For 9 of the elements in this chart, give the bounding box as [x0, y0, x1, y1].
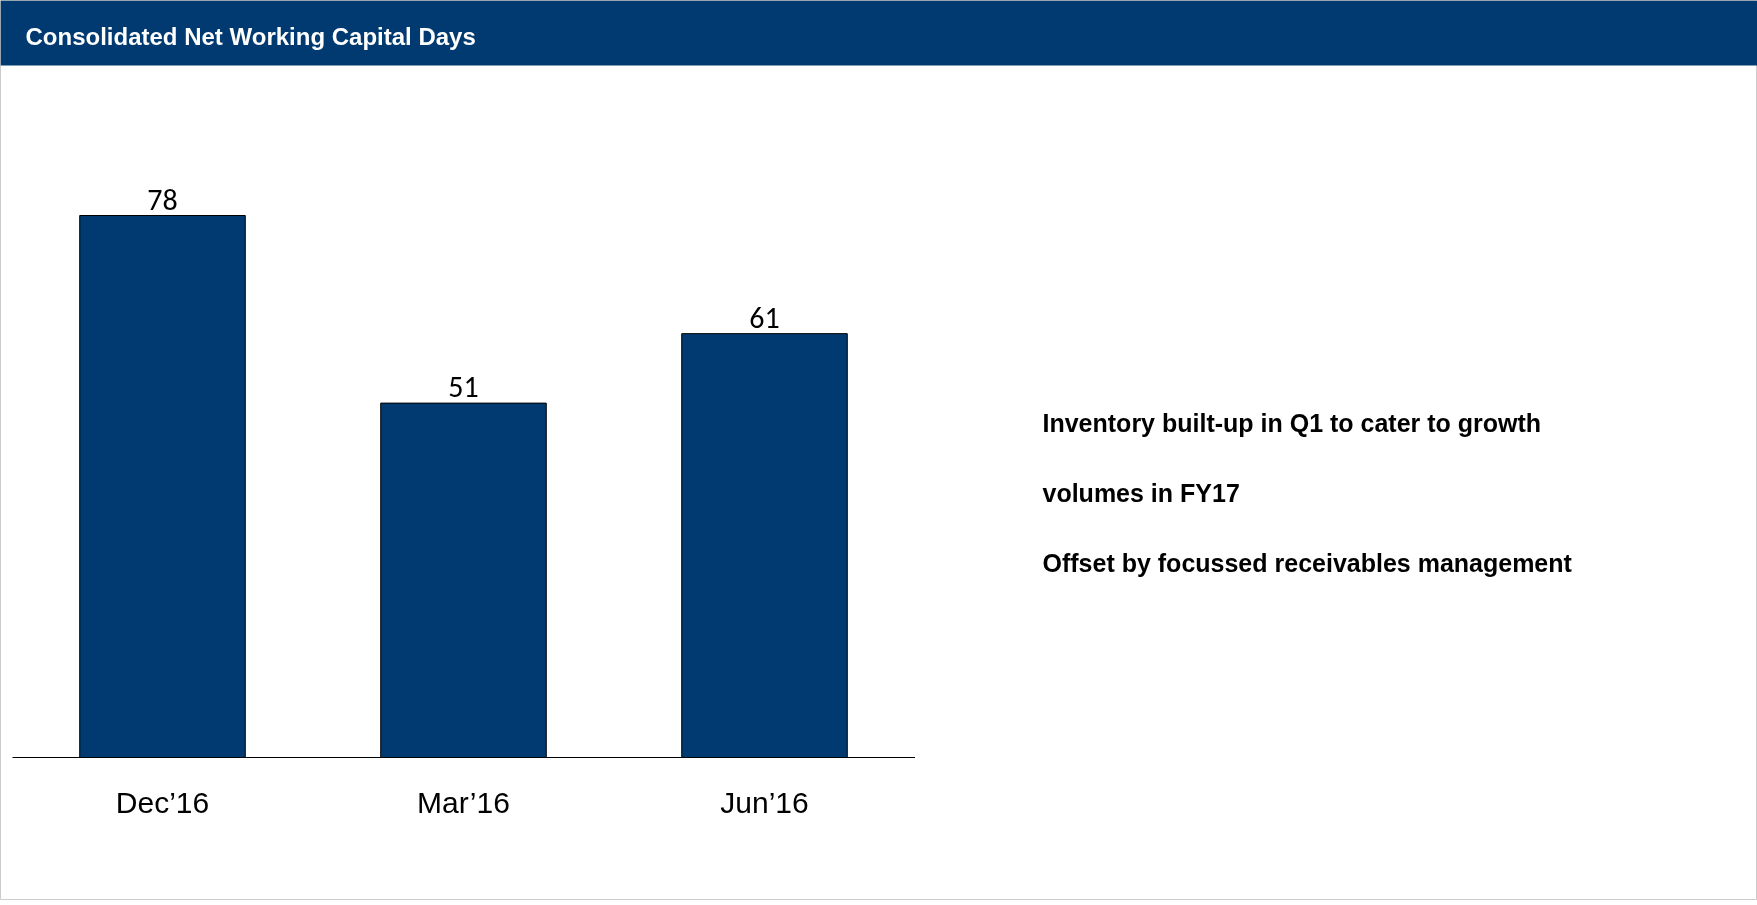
x-tick-label: Mar’16: [417, 785, 510, 819]
data-label: 78: [147, 180, 178, 218]
data-label: 51: [448, 368, 479, 406]
data-label: 61: [749, 298, 780, 336]
text: Offset by focussed receivables management: [1042, 548, 1573, 577]
text: Inventory built-up in Q1 to cater to growth volumes in FY17: [1042, 408, 1542, 507]
chart-title: Consolidated Net Working Capital Days: [25, 23, 476, 50]
x-tick-label: Jun’16: [720, 785, 809, 819]
x-tick-label: Dec’16: [115, 785, 210, 819]
